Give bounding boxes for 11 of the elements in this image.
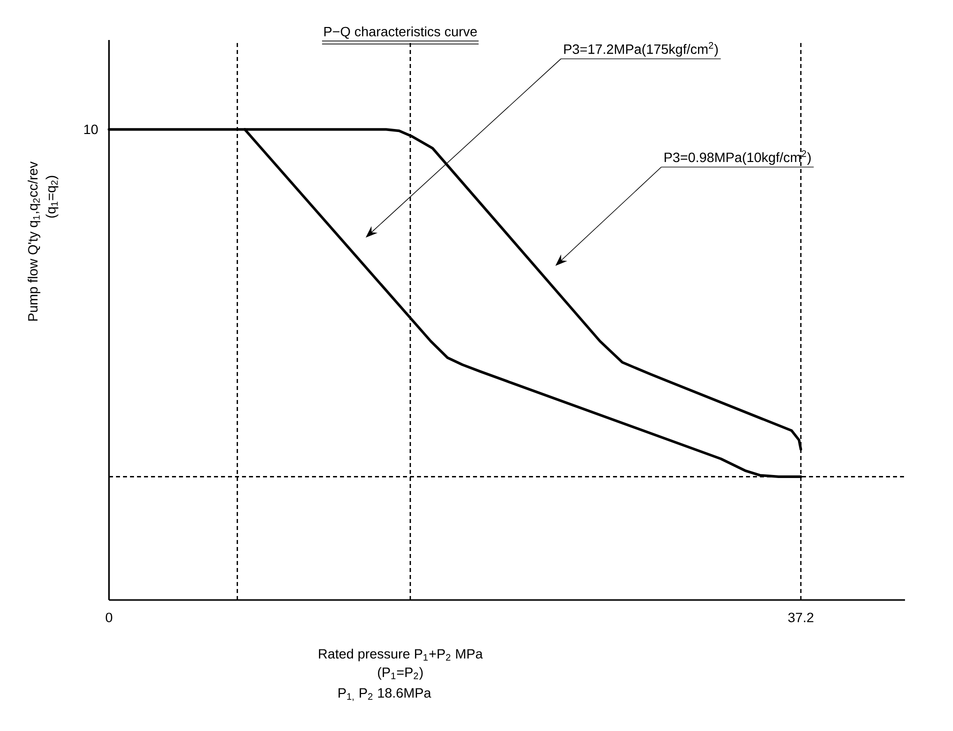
text: 10: [84, 124, 98, 134]
text: P$_{1,}$ P$_{2}$ 18.6MPa: [338, 688, 432, 701]
x-axis-title: Rated pressure P$_{1}$+P$_{2}$ MPa: [318, 648, 483, 662]
text: (q$_{1}$=q$_{2}$): [46, 176, 58, 218]
x-tick-label: 37.2: [788, 612, 814, 622]
annotation: P3=0.98MPa(10kgf/cm$^{2}$): [664, 150, 811, 165]
y-axis-title: Pump flow Q'ty q$_{1}$,q$_{2}$cc/rev: [28, 161, 40, 321]
x-tick-label: 0: [106, 612, 112, 622]
text: (P$_{1}$=P$_{2}$): [378, 667, 423, 680]
text: P3=17.2MPa(175kgf/cm$^{2}$): [564, 42, 718, 57]
chart-title: P−Q characteristics curve: [324, 26, 477, 39]
